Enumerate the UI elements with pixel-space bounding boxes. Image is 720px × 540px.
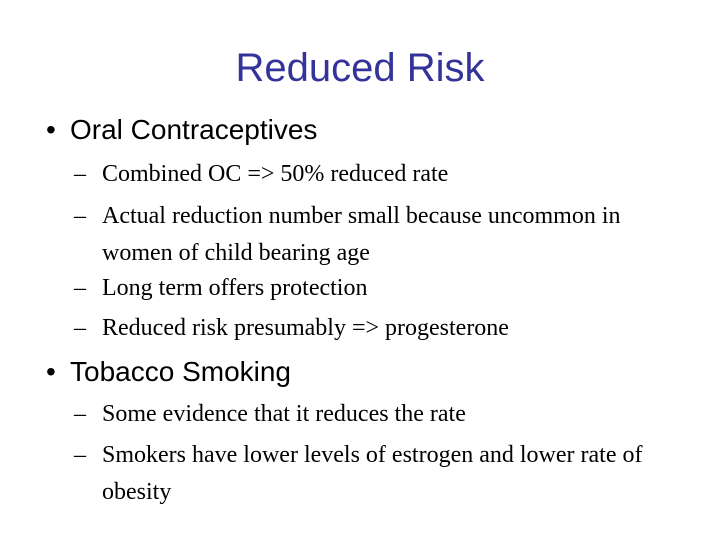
bullet-marker: • bbox=[46, 356, 56, 387]
sub-item-text: Some evidence that it reduces the rate bbox=[102, 401, 466, 427]
sub-item: – Combined OC => 50% reduced rate bbox=[74, 156, 694, 193]
dash-marker: – bbox=[74, 401, 86, 427]
slide-title: Reduced Risk bbox=[235, 46, 485, 90]
sub-item-text: Smokers have lower levels of estrogen an… bbox=[102, 442, 643, 505]
bullet-marker: • bbox=[46, 114, 56, 145]
sub-item: – Reduced risk presumably => progesteron… bbox=[74, 310, 694, 347]
bullet-heading: Oral Contraceptives bbox=[70, 114, 318, 145]
dash-marker: – bbox=[74, 275, 86, 301]
sub-item-text: Actual reduction number small because un… bbox=[102, 203, 621, 266]
dash-marker: – bbox=[74, 161, 86, 187]
sub-item-text: Long term offers protection bbox=[102, 275, 368, 301]
dash-marker: – bbox=[74, 203, 86, 229]
dash-marker: – bbox=[74, 315, 86, 341]
sub-item: – Smokers have lower levels of estrogen … bbox=[74, 437, 694, 511]
bullet-oral-contraceptives: • Oral Contraceptives bbox=[46, 113, 317, 147]
sub-item-text: Reduced risk presumably => progesterone bbox=[102, 315, 509, 341]
bullet-heading: Tobacco Smoking bbox=[70, 356, 292, 387]
sub-item: – Some evidence that it reduces the rate bbox=[74, 396, 694, 433]
sub-item: – Actual reduction number small because … bbox=[74, 198, 694, 272]
sub-item: – Long term offers protection bbox=[74, 270, 694, 307]
dash-marker: – bbox=[74, 442, 86, 468]
sub-item-text: Combined OC => 50% reduced rate bbox=[102, 161, 449, 187]
bullet-tobacco-smoking: • Tobacco Smoking bbox=[46, 355, 291, 389]
